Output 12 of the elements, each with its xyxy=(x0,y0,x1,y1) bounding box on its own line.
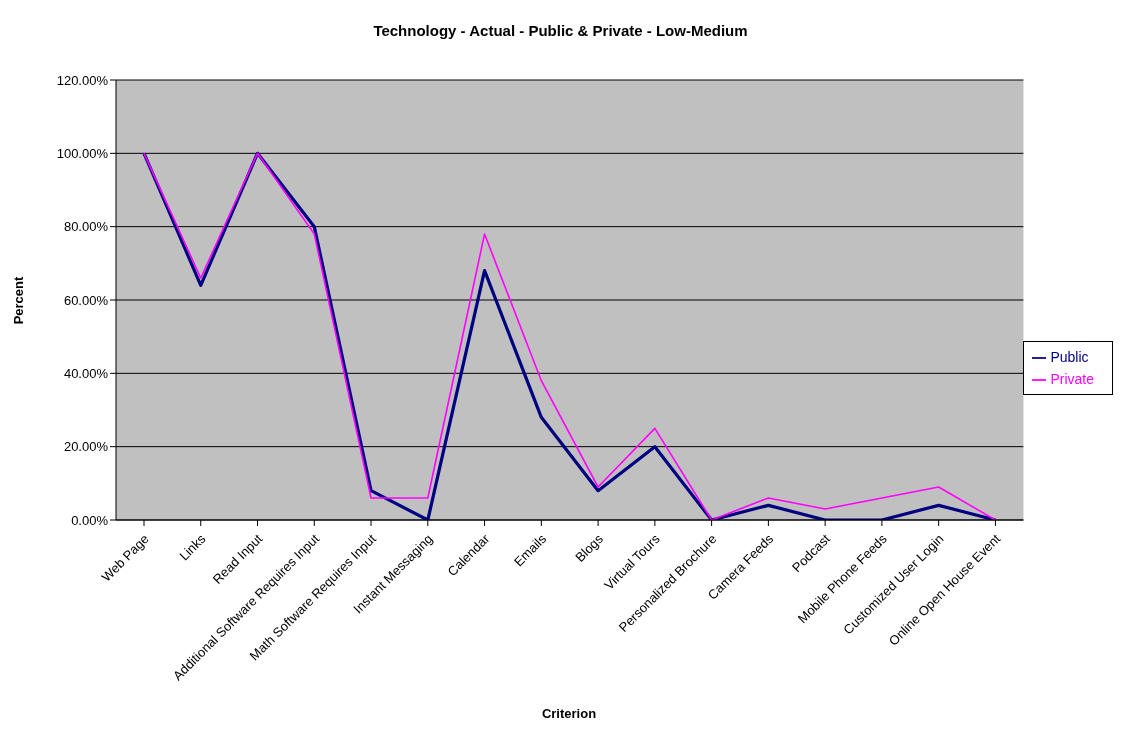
legend-label: Private xyxy=(1050,371,1094,387)
y-axis-title: Percent xyxy=(10,275,26,327)
y-tick-label: 100.00% xyxy=(56,145,109,161)
y-tick-label: 80.00% xyxy=(63,219,109,235)
y-tick-label: 0.00% xyxy=(71,512,109,528)
y-tick-label: 120.00% xyxy=(56,72,109,88)
y-tick-label: 60.00% xyxy=(63,292,109,308)
x-axis-title: Criterion xyxy=(540,706,598,721)
y-tick-label: 20.00% xyxy=(63,439,109,455)
chart-title: Technology - Actual - Public & Private - Low-Medium xyxy=(372,22,749,39)
legend-label: Public xyxy=(1050,349,1089,365)
y-tick-label: 40.00% xyxy=(63,365,109,381)
